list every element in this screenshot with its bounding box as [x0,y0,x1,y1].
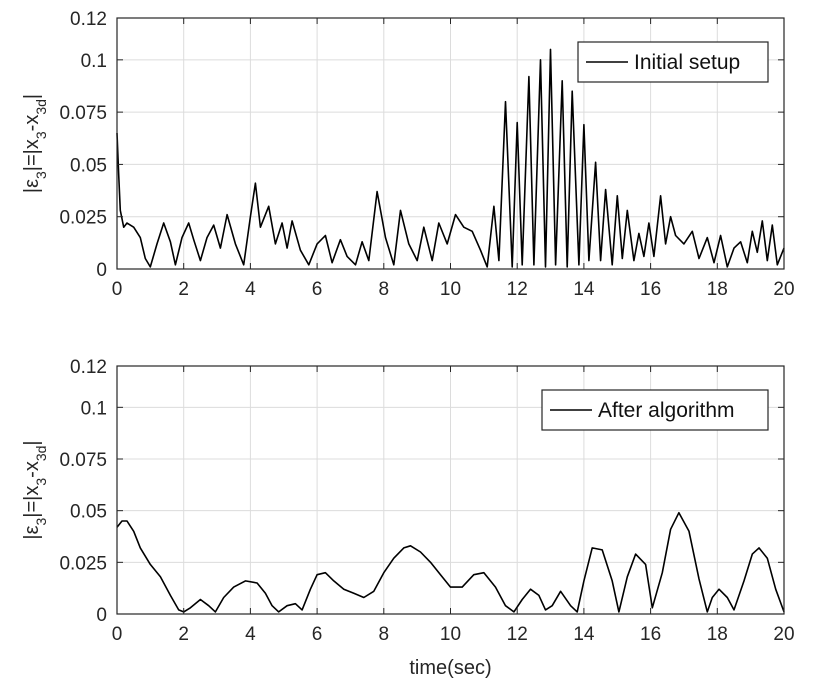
x-tick-label: 8 [379,279,390,300]
legend: Initial setup [577,41,769,83]
y-tick-label: 0.1 [81,398,107,419]
x-tick-label: 6 [312,279,323,300]
x-tick-label: 20 [773,279,794,300]
y-tick-label: 0.025 [59,553,107,574]
y-tick-label: 0.12 [70,357,107,378]
x-tick-label: 4 [245,624,256,645]
legend-label: Initial setup [634,51,740,74]
y-tick-label: 0.075 [59,103,107,124]
y-tick-label: 0.05 [70,155,107,176]
legend: After algorithm [541,389,769,431]
y-tick-label: 0.025 [59,208,107,229]
y-tick-label: 0 [96,260,107,281]
x-tick-label: 2 [178,624,189,645]
x-tick-label: 6 [312,624,323,645]
x-tick-label: 20 [773,624,794,645]
x-tick-label: 18 [707,624,728,645]
x-tick-label: 8 [379,624,390,645]
y-tick-label: 0 [96,605,107,626]
x-axis-label: time(sec) [409,657,491,679]
series-line-1 [116,48,785,268]
x-tick-label: 14 [573,279,595,300]
x-tick-label: 16 [640,624,661,645]
x-tick-label: 10 [440,624,461,645]
x-tick-label: 0 [112,624,123,645]
x-tick-label: 18 [707,279,728,300]
y-axis-label: |ε3|=|x3-x3d| [21,94,49,193]
x-tick-label: 4 [245,279,256,300]
chart-panel-1: 0 2 4 6 8 10 12 14 16 18 20 0 0.025 0.05 0.075 0.1 0.12 |… [21,9,795,300]
x-tick-label: 10 [440,279,461,300]
chart-panel-2: 0 2 4 6 8 10 12 14 16 18 20 0 0.025 0.05 0.075 0.1 0.12 |… [21,357,795,679]
x-tick-label: 12 [507,279,528,300]
x-tick-label: 2 [178,279,189,300]
y-tick-label: 0.075 [59,450,107,471]
x-tick-label: 14 [573,624,595,645]
x-tick-label: 12 [507,624,528,645]
y-tick-label: 0.1 [81,51,107,72]
y-tick-label: 0.05 [70,502,107,523]
y-axis-label: |ε3|=|x3-x3d| [21,440,49,539]
legend-label: After algorithm [598,399,735,422]
series-line-1 [116,511,785,613]
x-tick-label: 16 [640,279,661,300]
y-tick-label: 0.12 [70,9,107,30]
x-tick-label: 0 [112,279,123,300]
